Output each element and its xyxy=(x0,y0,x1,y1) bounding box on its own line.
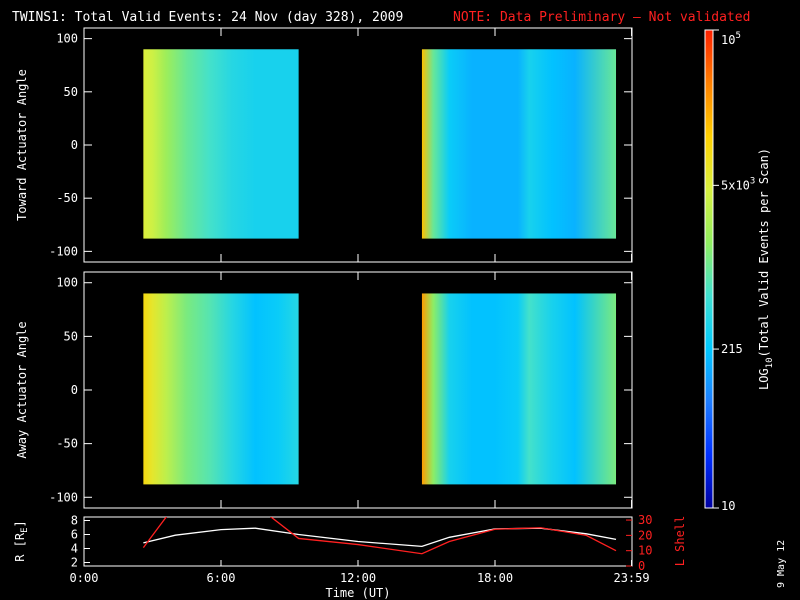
toward-heatmap-panel: 100 50 0 -50 -100 Toward Actuator Angle xyxy=(15,27,633,263)
lshell-axis-label: L Shell xyxy=(673,516,687,567)
toward-data-block-1 xyxy=(143,49,299,239)
time-tick-label: 23:59 xyxy=(613,571,649,585)
colorbar-label: LOG10(Total Valid Events per Scan) xyxy=(757,148,775,390)
date-stamp: 9 May 12 xyxy=(776,540,787,588)
preliminary-note: NOTE: Data Preliminary — Not validated xyxy=(453,10,750,25)
r-tick-label: 6 xyxy=(71,528,78,542)
away-data-block-2 xyxy=(421,293,617,485)
colorbar-scale xyxy=(704,29,714,509)
toward-y-axis-label: Toward Actuator Angle xyxy=(15,69,29,221)
lshell-tick-label: 10 xyxy=(638,544,652,558)
colorbar-tick-label: 215 xyxy=(721,342,743,356)
away-heatmap-panel: 100 50 0 -50 -100 Away Actuator Angle xyxy=(15,271,633,509)
time-tick-label: 18:00 xyxy=(477,571,513,585)
r-series-line xyxy=(143,527,617,548)
away-y-axis-label: Away Actuator Angle xyxy=(15,321,29,458)
colorbar-tick-label: 5x103 xyxy=(721,176,755,192)
y-tick-label: 0 xyxy=(71,383,78,397)
colorbar: 105 5x103 215 10 LOG10(Total Valid Events pe… xyxy=(704,29,775,513)
r-tick-label: 2 xyxy=(71,556,78,570)
time-tick-label: 0:00 xyxy=(70,571,99,585)
y-tick-label: 50 xyxy=(64,85,78,99)
y-tick-label: -100 xyxy=(49,244,78,258)
lshell-tick-label: 0 xyxy=(638,559,645,573)
away-data-block-1 xyxy=(143,293,299,485)
y-tick-label: 100 xyxy=(56,276,78,290)
lshell-tick-label: 30 xyxy=(638,513,652,527)
lshell-tick-label: 20 xyxy=(638,528,652,542)
y-tick-label: 100 xyxy=(56,32,78,46)
y-tick-label: -50 xyxy=(56,191,78,205)
y-tick-label: 50 xyxy=(64,329,78,343)
r-axis-label: R [RE] xyxy=(13,520,30,562)
time-tick-label: 12:00 xyxy=(340,571,376,585)
r-tick-label: 4 xyxy=(71,542,78,556)
time-tick-label: 6:00 xyxy=(207,571,236,585)
colorbar-tick-label: 10 xyxy=(721,499,735,513)
y-tick-label: -50 xyxy=(56,437,78,451)
y-tick-label: 0 xyxy=(71,138,78,152)
colorbar-tick-label: 105 xyxy=(721,31,741,47)
r-tick-label: 8 xyxy=(71,514,78,528)
toward-data-block-2 xyxy=(421,49,617,239)
time-axis-label: Time (UT) xyxy=(325,586,390,600)
chart-title: TWINS1: Total Valid Events: 24 Nov (day … xyxy=(12,10,403,25)
y-tick-label: -100 xyxy=(49,490,78,504)
lshell-series-line xyxy=(142,517,617,555)
